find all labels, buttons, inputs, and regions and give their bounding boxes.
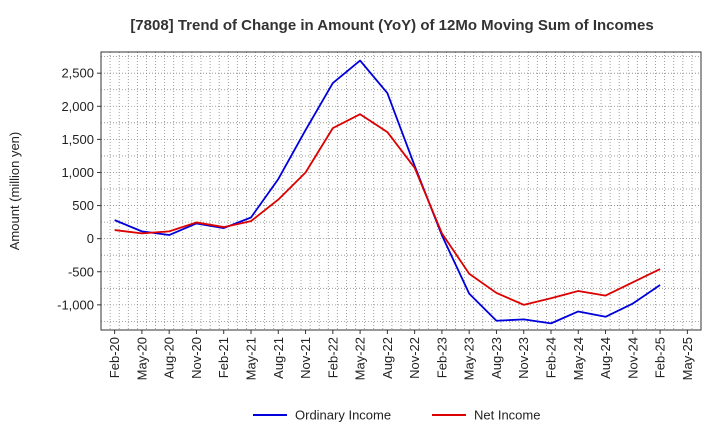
x-tick-label: Aug-23: [489, 337, 504, 379]
x-tick-label: May-25: [680, 337, 695, 380]
chart-title: [7808] Trend of Change in Amount (YoY) o…: [130, 17, 653, 34]
y-tick-label: 500: [72, 198, 94, 213]
x-tick-label: May-23: [462, 337, 477, 380]
plot-border: [100, 51, 702, 331]
x-tick-label: Feb-24: [544, 337, 559, 378]
legend-label: Ordinary Income: [295, 408, 391, 423]
x-tick-label: Feb-21: [216, 337, 231, 378]
y-axis: -1,000 -500 0 500 1,000 1,500 2,000 2,500: [57, 66, 101, 312]
x-tick-label: Nov-21: [298, 337, 313, 379]
x-tick-label: May-22: [353, 337, 368, 380]
x-tick-label: Feb-25: [653, 337, 668, 378]
series-line: [114, 113, 661, 306]
y-tick-label: -500: [68, 264, 94, 279]
grid: [100, 52, 702, 330]
x-tick-label: May-24: [571, 337, 586, 380]
y-tick-label: 1,500: [61, 132, 94, 147]
x-tick-label: Feb-22: [325, 337, 340, 378]
series-group: [114, 59, 661, 325]
x-tick-label: Aug-24: [598, 337, 613, 379]
legend: Ordinary Income Net Income: [253, 408, 540, 423]
x-tick-label: May-21: [244, 337, 259, 380]
x-tick-label: May-20: [134, 337, 149, 380]
x-tick-label: Nov-23: [516, 337, 531, 379]
series-line: [114, 59, 661, 325]
x-axis: Feb-20 May-20 Aug-20 Nov-20 Feb-21 May-21 Aug-…: [107, 330, 695, 380]
x-tick-label: Nov-24: [625, 337, 640, 379]
y-axis-label: Amount (million yen): [7, 132, 22, 251]
y-tick-label: 1,000: [61, 165, 94, 180]
x-tick-label: Aug-20: [162, 337, 177, 379]
x-tick-label: Aug-21: [271, 337, 286, 379]
y-tick-label: 2,500: [61, 66, 94, 81]
x-tick-label: Feb-20: [107, 337, 122, 378]
y-tick-label: 2,000: [61, 99, 94, 114]
y-tick-label: 0: [87, 231, 94, 246]
x-tick-label: Aug-22: [380, 337, 395, 379]
y-tick-label: -1,000: [57, 297, 94, 312]
legend-label: Net Income: [474, 408, 540, 423]
x-tick-label: Nov-22: [407, 337, 422, 379]
x-tick-label: Nov-20: [189, 337, 204, 379]
x-tick-label: Feb-23: [434, 337, 449, 378]
